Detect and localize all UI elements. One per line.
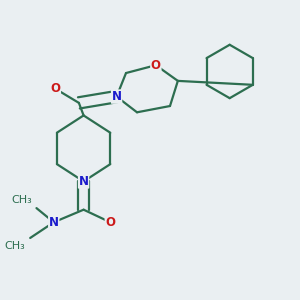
Text: N: N: [79, 175, 88, 188]
Text: O: O: [105, 216, 115, 229]
Text: O: O: [151, 59, 161, 72]
Text: N: N: [49, 216, 59, 229]
Text: CH₃: CH₃: [11, 195, 32, 205]
Text: O: O: [50, 82, 60, 95]
Text: CH₃: CH₃: [5, 241, 26, 251]
Text: N: N: [112, 90, 122, 103]
